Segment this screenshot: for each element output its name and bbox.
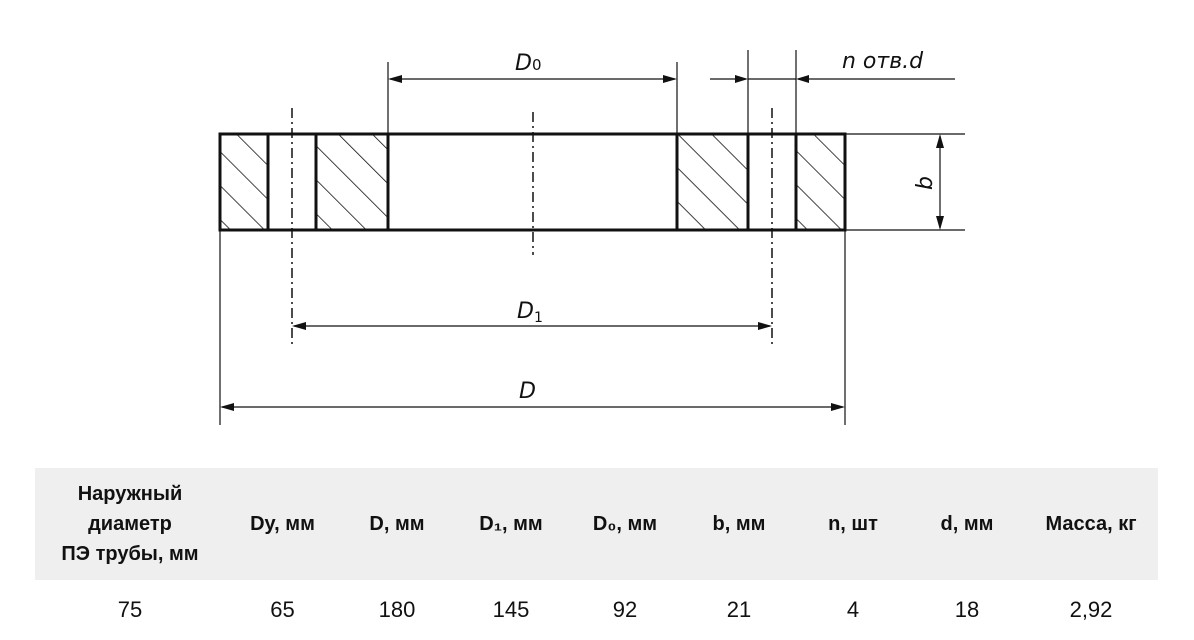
table-header: Наружный диаметр ПЭ трубы, мм Dy, мм D, мм… bbox=[35, 468, 1158, 580]
cell: 4 bbox=[846, 597, 860, 622]
cell: 180 bbox=[378, 597, 416, 622]
specs-table: Наружный диаметр ПЭ трубы, мм Dy, мм D, мм… bbox=[35, 468, 1158, 640]
label-b: b bbox=[913, 176, 938, 190]
flange-drawing: D0 n отв.d b D1 D bbox=[218, 49, 965, 425]
header-dy: Dy, мм bbox=[225, 468, 340, 580]
hatched-sections bbox=[220, 134, 845, 230]
header-d-hole: d, мм bbox=[910, 468, 1024, 580]
header-d0: D₀, мм bbox=[568, 468, 682, 580]
cell: 18 bbox=[954, 597, 980, 622]
cell: 75 bbox=[117, 597, 143, 622]
centerlines bbox=[291, 108, 773, 345]
dimension-lines bbox=[219, 50, 965, 425]
cell: 92 bbox=[612, 597, 638, 622]
cell: 65 bbox=[270, 597, 295, 622]
header-b: b, мм bbox=[682, 468, 796, 580]
label-holes: n отв.d bbox=[842, 49, 924, 74]
header-n: n, шт bbox=[796, 468, 910, 580]
header-d: D, мм bbox=[340, 468, 454, 580]
header-d1: D₁, мм bbox=[454, 468, 568, 580]
arrowheads bbox=[220, 75, 944, 411]
cell: 2,92 bbox=[1069, 597, 1113, 622]
label-d0: D0 bbox=[515, 51, 542, 76]
table-row: 75 65 180 145 92 21 4 18 2,92 bbox=[35, 580, 1158, 640]
label-d: D bbox=[519, 379, 536, 404]
cell: 145 bbox=[492, 597, 530, 622]
header-mass: Масса, кг bbox=[1024, 468, 1158, 580]
cell: 21 bbox=[726, 597, 752, 622]
header-outer-diameter: Наружный диаметр ПЭ трубы, мм bbox=[35, 468, 225, 580]
label-d1: D1 bbox=[517, 299, 543, 326]
